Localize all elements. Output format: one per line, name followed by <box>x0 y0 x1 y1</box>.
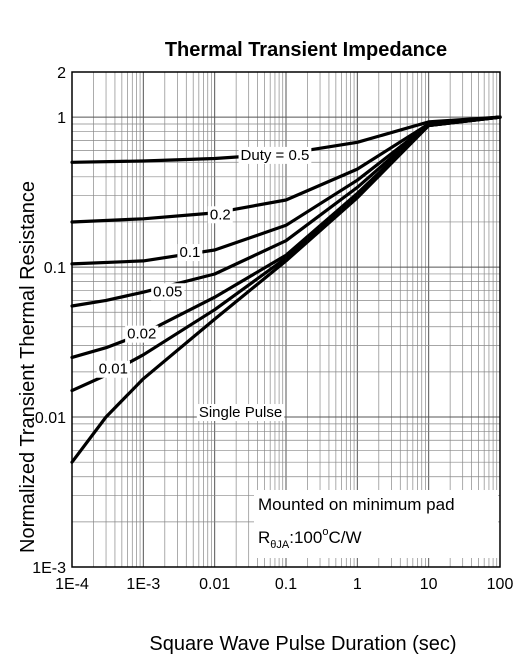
series-label-bg-6 <box>196 404 285 422</box>
series-label-bg-5 <box>96 360 130 378</box>
series-label-6: Single Pulse <box>199 404 282 421</box>
y-tick-label-1: 0.01 <box>35 410 66 427</box>
series-label-bg-1 <box>207 206 233 224</box>
series-label-4: 0.02 <box>127 326 156 343</box>
x-tick-label-5: 10 <box>420 576 438 593</box>
series-lines <box>70 115 502 464</box>
series-label-3: 0.05 <box>153 283 182 300</box>
series-label-bg-3 <box>151 283 185 301</box>
y-tick-label-3: 1 <box>57 110 66 127</box>
plot-frame <box>71 71 501 568</box>
x-tick-label-4: 1 <box>353 576 362 593</box>
x-tick-label-1: 1E-3 <box>126 576 160 593</box>
y-tick-label-2: 0.1 <box>44 260 66 277</box>
chart-title: Thermal Transient Impedance <box>165 39 447 61</box>
x-axis-label: Square Wave Pulse Duration (sec) <box>149 633 456 655</box>
series-line-6 <box>70 115 502 464</box>
annotation-line2: RθJA:100oC/W <box>258 526 362 551</box>
x-tick-label-0: 1E-4 <box>55 576 89 593</box>
series-label-2: 0.1 <box>179 244 200 261</box>
y-axis-label: Normalized Transient Thermal Resistance <box>17 181 39 553</box>
annotation-line1: Mounted on minimum pad <box>258 495 455 514</box>
x-tick-label-3: 0.1 <box>275 576 297 593</box>
y-tick-label-0: 1E-3 <box>32 560 66 577</box>
y-tick-label-4: 2 <box>57 65 66 82</box>
x-tick-label-6: 100 <box>487 576 514 593</box>
series-label-5: 0.01 <box>99 361 128 378</box>
series-label-0: Duty = 0.5 <box>241 147 310 164</box>
series-label-bg-4 <box>125 325 159 343</box>
annotation-box: Mounted on minimum pad RθJA:100oC/W <box>254 490 498 558</box>
series-label-1: 0.2 <box>210 206 231 223</box>
series-label-bg-0 <box>238 146 312 164</box>
series-labels: Duty = 0.5 0.2 0.1 0.05 0.02 0.01 Single Pulse <box>96 146 312 422</box>
x-tick-label-2: 0.01 <box>199 576 230 593</box>
series-label-bg-2 <box>177 244 203 262</box>
